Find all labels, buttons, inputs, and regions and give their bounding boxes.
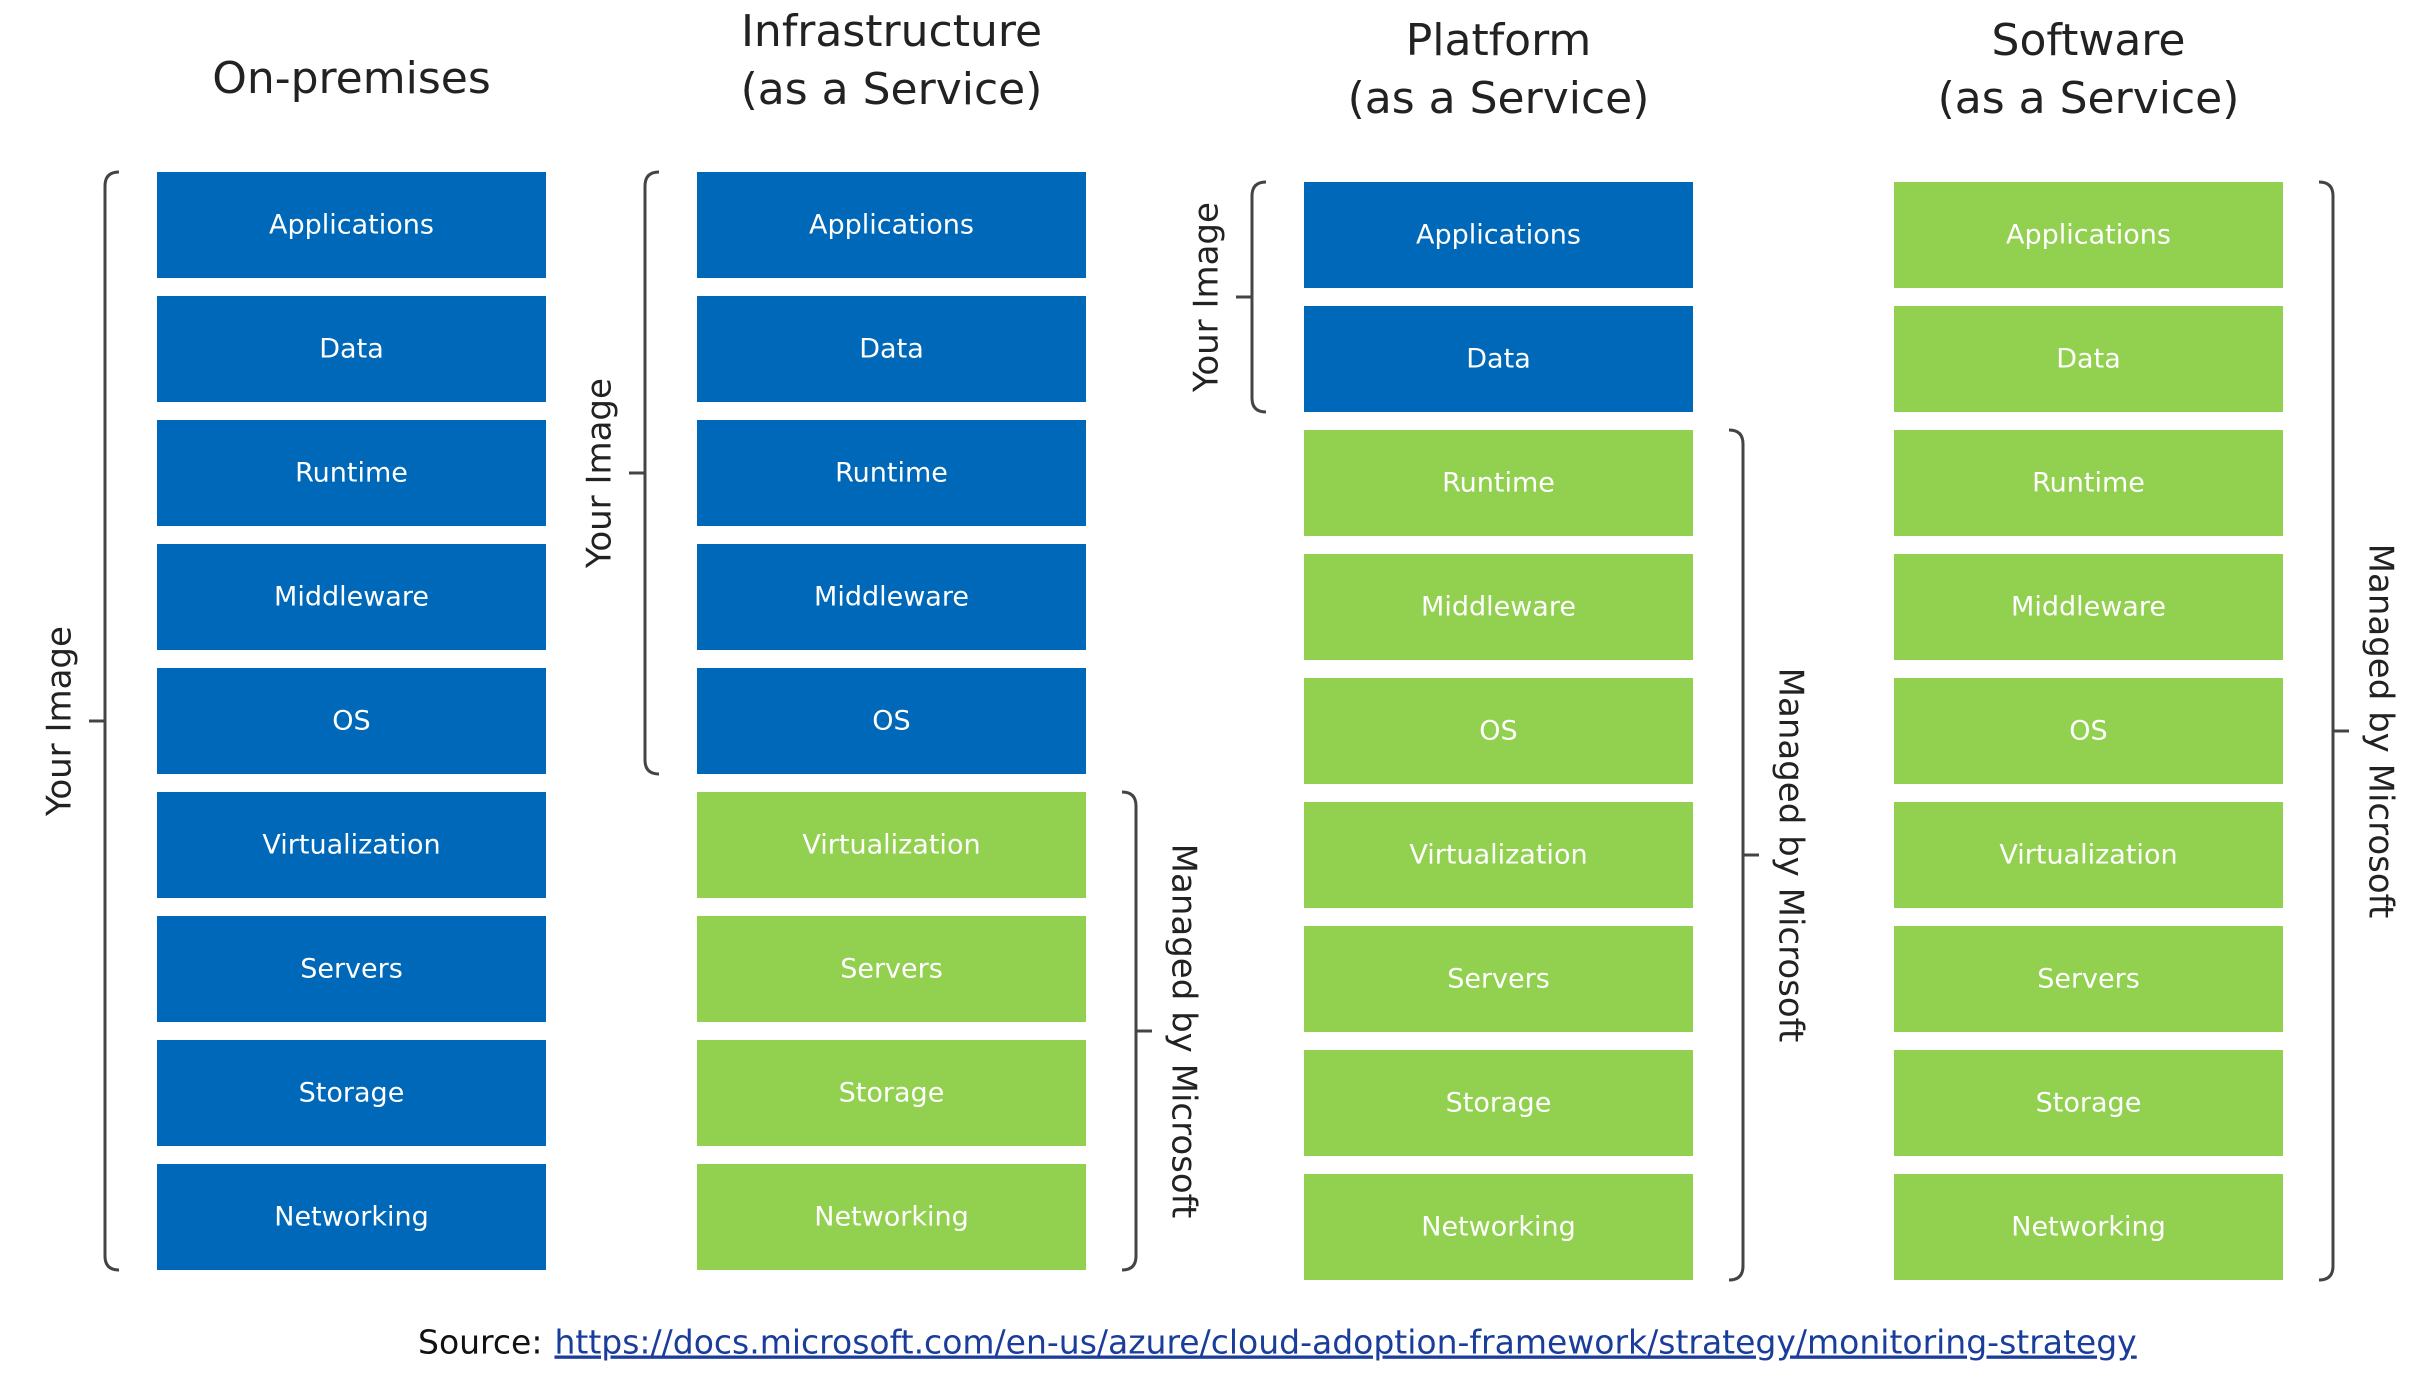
layer-label: Applications [809,210,974,241]
bracket-label: Your Image [1187,202,1227,393]
column-title: Software [1992,15,2186,66]
layer-label: Servers [1447,964,1550,995]
column-title: Infrastructure [741,6,1042,57]
layer-box [1304,678,1693,784]
layer-label: Servers [840,954,943,985]
layer-label: Runtime [835,458,948,489]
layer-box [157,916,546,1022]
layer-label: Storage [299,1078,405,1109]
layer-label: Runtime [2032,468,2145,499]
layer-label: OS [332,706,370,737]
layer-box [1304,1050,1693,1156]
layer-box [697,544,1086,650]
layer-label: OS [1479,716,1517,747]
layer-label: Networking [2011,1212,2166,1243]
column-title: Platform [1406,15,1592,66]
bracket-label: Your Image [580,378,620,569]
layer-label: Servers [300,954,403,985]
bracket-label: Managed by Microsoft [1164,844,1204,1219]
layer-box [697,1164,1086,1270]
bracket [1728,428,1759,1282]
layer-label: Data [319,334,383,365]
layer-label: Networking [1421,1212,1576,1243]
layer-label: Data [2056,344,2120,375]
layer-box [1894,1050,2283,1156]
layer-label: Storage [839,1078,945,1109]
layer-label: Storage [1446,1088,1552,1119]
layer-box [157,172,546,278]
layer-box [697,1040,1086,1146]
layer-label: Virtualization [262,830,440,861]
layer-box [697,172,1086,278]
layer-box [157,544,546,650]
layer-label: Middleware [814,582,969,613]
column-title: On-premises [212,53,491,104]
layer-box [1304,182,1693,288]
layer-label: Applications [2006,220,2171,251]
layer-label: Networking [814,1202,969,1233]
layer-box [697,916,1086,1022]
layer-box [697,296,1086,402]
source-label: Source: [418,1323,542,1362]
bracket [629,170,660,776]
layer-label: Applications [269,210,434,241]
layer-label: Virtualization [1409,840,1587,871]
layer-label: Middleware [274,582,429,613]
bracket [1236,180,1267,414]
layer-box [157,1040,546,1146]
layer-label: Servers [2037,964,2140,995]
layer-box [1894,1174,2283,1280]
layer-box [1894,182,2283,288]
bracket [89,170,120,1272]
layer-box [697,668,1086,774]
layer-label: Runtime [295,458,408,489]
layer-label: Networking [274,1202,429,1233]
bracket [2318,180,2349,1282]
layer-label: Data [1466,344,1530,375]
layer-label: OS [872,706,910,737]
layer-box [157,1164,546,1270]
layer-box [1894,306,2283,412]
layer-label: Storage [2036,1088,2142,1119]
layer-box [1304,802,1693,908]
layer-box [1894,678,2283,784]
layer-box [1304,926,1693,1032]
layer-box [157,420,546,526]
column-title: (as a Service) [741,64,1043,115]
layer-label: Middleware [1421,592,1576,623]
layer-box [157,792,546,898]
layer-box [157,668,546,774]
layer-label: OS [2069,716,2107,747]
column-title: (as a Service) [1348,73,1650,124]
bracket-label: Managed by Microsoft [1771,668,1811,1043]
layer-label: Applications [1416,220,1581,251]
layer-box [1894,802,2283,908]
layer-box [1304,1174,1693,1280]
source-link[interactable]: https://docs.microsoft.com/en-us/azure/c… [554,1323,2136,1362]
layer-label: Virtualization [802,830,980,861]
layer-label: Data [859,334,923,365]
layer-label: Runtime [1442,468,1555,499]
layer-box [1304,306,1693,412]
layer-box [697,792,1086,898]
layer-label: Virtualization [1999,840,2177,871]
bracket-label: Managed by Microsoft [2361,544,2401,919]
layer-box [1894,554,2283,660]
layer-box [157,296,546,402]
bracket [1121,790,1152,1272]
bracket-label: Your Image [40,626,80,817]
layer-box [697,420,1086,526]
column-title: (as a Service) [1938,73,2240,124]
layer-box [1894,926,2283,1032]
layer-box [1304,554,1693,660]
layer-box [1304,430,1693,536]
layer-label: Middleware [2011,592,2166,623]
layer-box [1894,430,2283,536]
